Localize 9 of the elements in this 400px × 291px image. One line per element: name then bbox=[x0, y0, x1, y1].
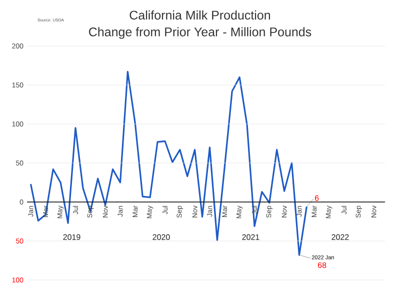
chart-subtitle: Change from Prior Year - Million Pounds bbox=[89, 27, 312, 39]
annotation: 2021 bbox=[242, 234, 260, 240]
annotation: 2022 bbox=[332, 234, 349, 240]
annotation: 68 bbox=[318, 262, 326, 268]
annotation: 2019 bbox=[63, 234, 80, 240]
line-series bbox=[30, 70, 308, 256]
chart-title: California Milk Production bbox=[130, 10, 270, 20]
annotation: 2020 bbox=[152, 234, 170, 240]
annotation: 6 bbox=[315, 195, 319, 201]
